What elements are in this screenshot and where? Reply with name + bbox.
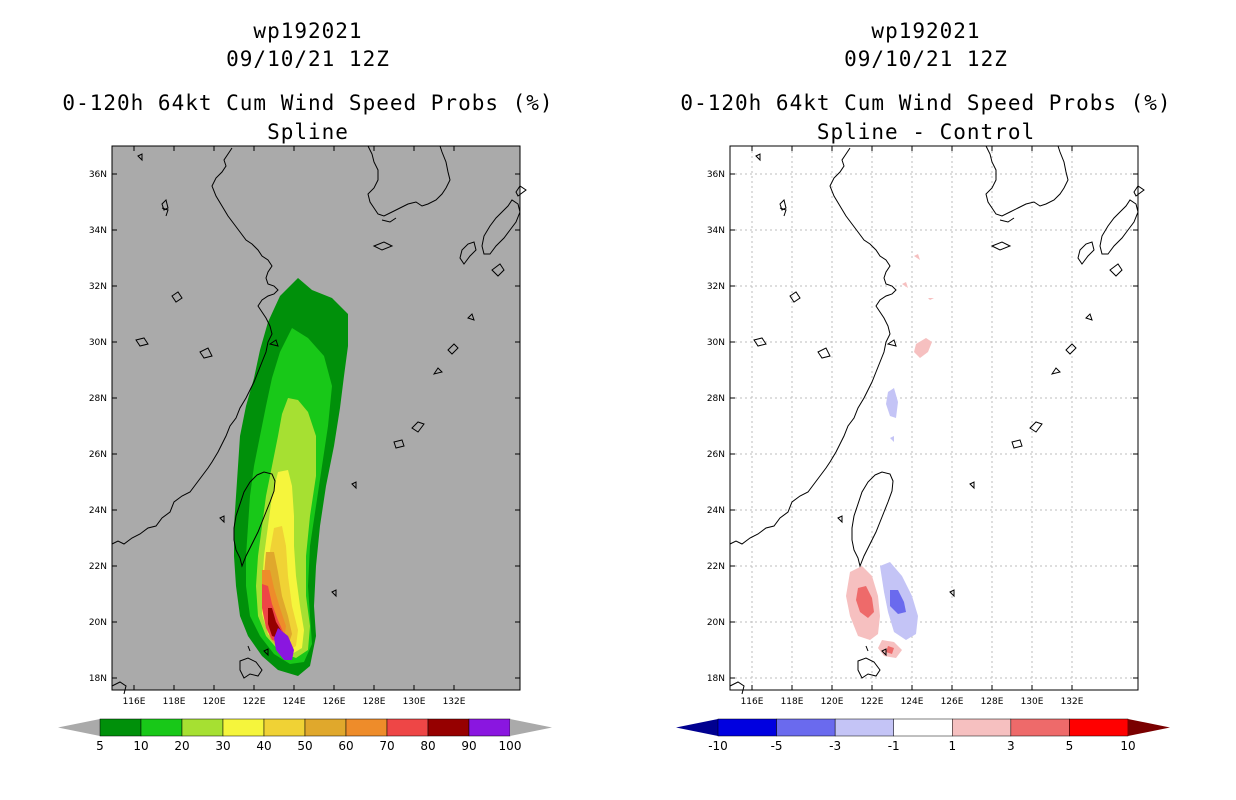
colorbar-label: -10 [708, 739, 728, 753]
colorbar-label: 5 [1066, 739, 1074, 753]
difference-swath [846, 254, 934, 658]
left-colorbar: 5 10 20 30 40 50 60 70 80 90 100 [58, 718, 552, 753]
lon-tick-label: 120E [821, 697, 844, 707]
colorbar-swatch [222, 718, 265, 737]
lat-tick-label: 32N [707, 282, 725, 292]
lon-tick-label: 124E [901, 697, 924, 707]
lat-tick-label: 20N [89, 618, 107, 628]
lat-tick-label: 30N [707, 338, 725, 348]
colorbar-label: 5 [96, 739, 104, 753]
colorbar-under-triangle [58, 719, 100, 736]
forecast-datetime: 09/10/21 12Z [844, 47, 1008, 71]
colorbar-label: 50 [297, 739, 312, 753]
lat-tick-label: 26N [89, 450, 107, 460]
colorbar-label: 40 [256, 739, 271, 753]
colorbar-over-triangle [1128, 719, 1170, 736]
colorbar-label: 10 [133, 739, 148, 753]
colorbar-label: -3 [829, 739, 841, 753]
colorbar-label: 3 [1007, 739, 1015, 753]
lon-tick-label: 126E [941, 697, 964, 707]
product-title: 0-120h 64kt Cum Wind Speed Probs (%) [62, 91, 554, 115]
colorbar-label: 80 [420, 739, 435, 753]
colorbar-swatch [140, 718, 183, 737]
colorbar-label: 70 [379, 739, 394, 753]
colorbar-swatch [427, 718, 470, 737]
colorbar-over-triangle [510, 719, 552, 736]
map-gridlines [730, 146, 1138, 690]
lat-tick-label: 24N [89, 506, 107, 516]
colorbar-swatch [893, 718, 953, 737]
lat-tick-label: 18N [707, 674, 725, 684]
colorbar-swatch [717, 718, 777, 737]
lon-tick-label: 116E [741, 697, 764, 707]
colorbar-label: 90 [461, 739, 476, 753]
storm-id: wp192021 [871, 19, 981, 43]
lat-tick-label: 24N [707, 506, 725, 516]
lon-tick-label: 132E [1061, 697, 1084, 707]
colorbar-label: 10 [1120, 739, 1135, 753]
lon-tick-label: 130E [1021, 697, 1044, 707]
colorbar-swatch [834, 718, 894, 737]
colorbar-under-triangle [676, 719, 718, 736]
lat-tick-label: 18N [89, 674, 107, 684]
forecast-datetime: 09/10/21 12Z [226, 47, 390, 71]
lat-tick-label: 20N [707, 618, 725, 628]
lon-tick-label: 122E [861, 697, 884, 707]
colorbar-label: 1 [948, 739, 956, 753]
colorbar-label: -5 [771, 739, 783, 753]
lat-tick-label: 34N [707, 226, 725, 236]
lon-tick-label: 128E [981, 697, 1004, 707]
lat-tick-label: 26N [707, 450, 725, 460]
lat-tick-label: 36N [707, 170, 725, 180]
lon-tick-label: 130E [403, 697, 426, 707]
lon-tick-label: 124E [283, 697, 306, 707]
colorbar-swatch [1010, 718, 1070, 737]
lon-tick-label: 132E [443, 697, 466, 707]
colorbar-swatch [99, 718, 142, 737]
colorbar-label: 30 [215, 739, 230, 753]
colorbar-swatch [386, 718, 429, 737]
map-axes: 36N 34N 32N 30N 28N 26N 24N 22N 20N 18N 116E 118E 12… [89, 146, 520, 707]
product-title: 0-120h 64kt Cum Wind Speed Probs (%) [680, 91, 1172, 115]
colorbar-label: -1 [888, 739, 900, 753]
lon-tick-label: 116E [123, 697, 146, 707]
lat-tick-label: 28N [89, 394, 107, 404]
panel-subtitle: Spline - Control [816, 120, 1036, 144]
colorbar-swatch [345, 718, 388, 737]
lat-tick-label: 36N [89, 170, 107, 180]
colorbar-swatch [304, 718, 347, 737]
map-axes: 36N 34N 32N 30N 28N 26N 24N 22N 20N 18N 116E 118E 12… [707, 146, 1138, 707]
storm-id: wp192021 [253, 19, 363, 43]
lat-tick-label: 30N [89, 338, 107, 348]
panel-subtitle: Spline [267, 120, 349, 144]
lat-tick-label: 28N [707, 394, 725, 404]
lon-tick-label: 118E [163, 697, 186, 707]
map-frame [111, 145, 521, 691]
colorbar-swatch [1069, 718, 1129, 737]
colorbar-swatch [776, 718, 836, 737]
lon-tick-label: 126E [323, 697, 346, 707]
colorbar-swatch [263, 718, 306, 737]
colorbar-swatch [181, 718, 224, 737]
colorbar-swatch [468, 718, 511, 737]
lon-tick-label: 122E [243, 697, 266, 707]
colorbar-label: 100 [499, 739, 522, 753]
map-background [730, 146, 1138, 690]
colorbar-swatch [952, 718, 1012, 737]
lat-tick-label: 22N [707, 562, 725, 572]
lat-tick-label: 34N [89, 226, 107, 236]
left-map: 36N 34N 32N 30N 28N 26N 24N 22N 20N 18N 116E 118E 12… [89, 145, 527, 707]
lon-tick-label: 120E [203, 697, 226, 707]
map-frame [729, 145, 1139, 691]
lat-tick-label: 32N [89, 282, 107, 292]
lon-tick-label: 118E [781, 697, 804, 707]
lon-tick-label: 128E [363, 697, 386, 707]
colorbar-label: 60 [338, 739, 353, 753]
colorbar-label: 20 [174, 739, 189, 753]
probability-swath [234, 278, 348, 676]
right-map: 36N 34N 32N 30N 28N 26N 24N 22N 20N 18N 116E 118E 12… [707, 145, 1145, 707]
right-colorbar: -10 -5 -3 -1 1 3 5 10 [676, 718, 1170, 753]
lat-tick-label: 22N [89, 562, 107, 572]
